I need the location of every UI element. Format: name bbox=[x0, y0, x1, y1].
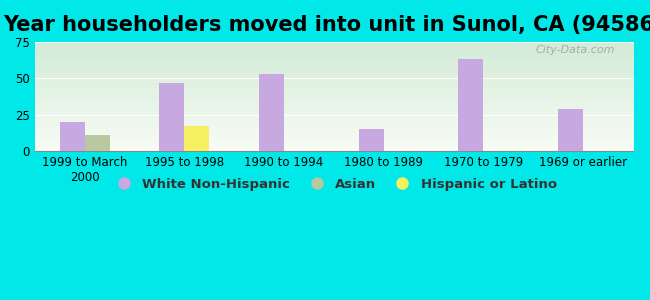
Bar bbox=[185, 126, 209, 151]
Text: City-Data.com: City-Data.com bbox=[536, 45, 615, 56]
Bar bbox=[159, 83, 185, 151]
Bar bbox=[458, 59, 484, 151]
Bar bbox=[60, 122, 84, 151]
Bar bbox=[84, 135, 109, 151]
Title: Year householders moved into unit in Sunol, CA (94586): Year householders moved into unit in Sun… bbox=[4, 15, 650, 35]
Bar bbox=[259, 74, 284, 151]
Legend: White Non-Hispanic, Asian, Hispanic or Latino: White Non-Hispanic, Asian, Hispanic or L… bbox=[105, 173, 562, 196]
Bar bbox=[558, 109, 583, 151]
Bar bbox=[359, 129, 383, 151]
